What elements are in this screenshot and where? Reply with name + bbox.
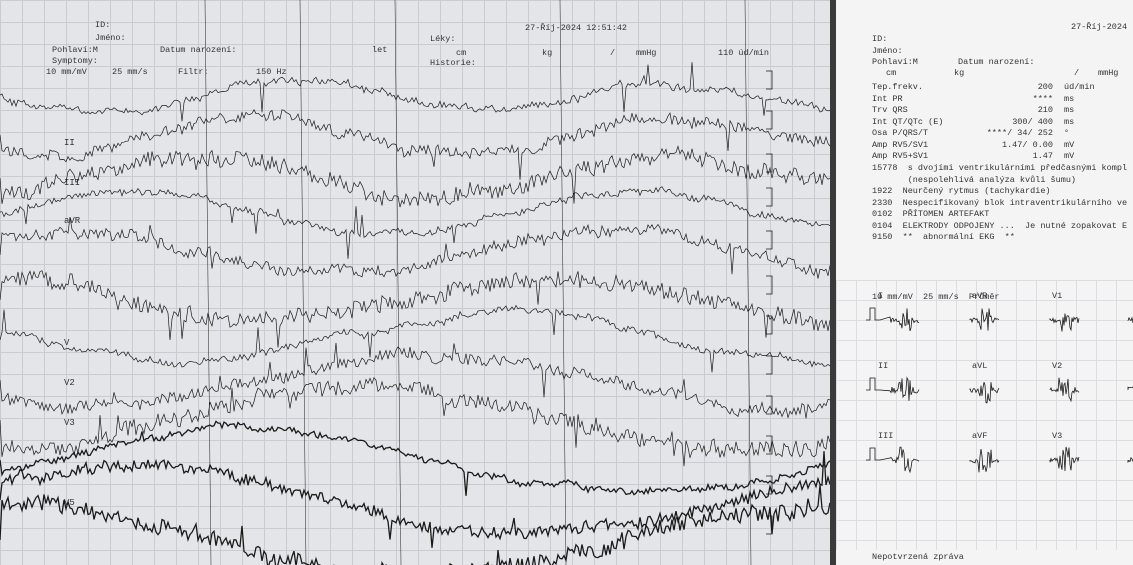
- calibration-pulse: [766, 111, 772, 129]
- ecg-trace: [0, 62, 830, 121]
- ecg-report-sheet: 27-Říj-2024 ID: Jméno: Pohlaví:M Datum n…: [836, 0, 1133, 565]
- median-trace: [1128, 448, 1133, 467]
- spike-line: [395, 0, 401, 565]
- ecg-trace: [0, 485, 830, 565]
- ecg-trace: [0, 217, 830, 278]
- calibration-pulse: [766, 188, 772, 206]
- median-trace: [1128, 379, 1133, 403]
- spike-line: [205, 0, 211, 565]
- ecg-trace: [0, 451, 830, 548]
- spike-line: [560, 0, 566, 565]
- photo: ID: Jméno: Pohlaví:M Datum narození: let…: [0, 0, 1133, 565]
- median-lead-label: II: [878, 361, 888, 371]
- calibration-pulse: [766, 356, 772, 374]
- median-trace: [866, 378, 919, 401]
- median-lead-label: V2: [1052, 361, 1062, 371]
- median-lead-label: aVL: [972, 361, 987, 371]
- footer: Nepotvrzená zpráva: [872, 552, 964, 562]
- calibration-pulse: [766, 276, 772, 294]
- median-trace: [1050, 378, 1079, 401]
- ecg-trace: [0, 271, 830, 348]
- median-lead-label: V3: [1052, 431, 1062, 441]
- median-trace: [1050, 447, 1079, 471]
- median-lead-label: V1: [1052, 291, 1062, 301]
- ecg-traces: [0, 0, 830, 565]
- ecg-trace: [0, 110, 830, 180]
- median-trace: [866, 447, 919, 472]
- median-trace: [1050, 314, 1079, 332]
- ecg-trace: [0, 306, 830, 373]
- median-trace: [970, 449, 999, 472]
- calibration-pulse: [766, 231, 772, 249]
- ecg-trace: [0, 343, 830, 419]
- median-lead-label: aVR: [972, 291, 987, 301]
- median-lead-label: I: [878, 291, 883, 301]
- median-lead-label: aVF: [972, 431, 987, 441]
- spike-line: [300, 0, 306, 565]
- ecg-strip-sheet: ID: Jméno: Pohlaví:M Datum narození: let…: [0, 0, 830, 565]
- median-trace: [970, 308, 999, 330]
- calibration-pulse: [766, 71, 772, 89]
- ecg-trace: [0, 421, 830, 496]
- median-trace: [970, 382, 999, 403]
- median-trace: [1128, 307, 1133, 331]
- ecg-trace: [0, 378, 830, 467]
- spike-line: [745, 0, 751, 565]
- median-lead-label: III: [878, 431, 893, 441]
- median-trace: [866, 308, 919, 331]
